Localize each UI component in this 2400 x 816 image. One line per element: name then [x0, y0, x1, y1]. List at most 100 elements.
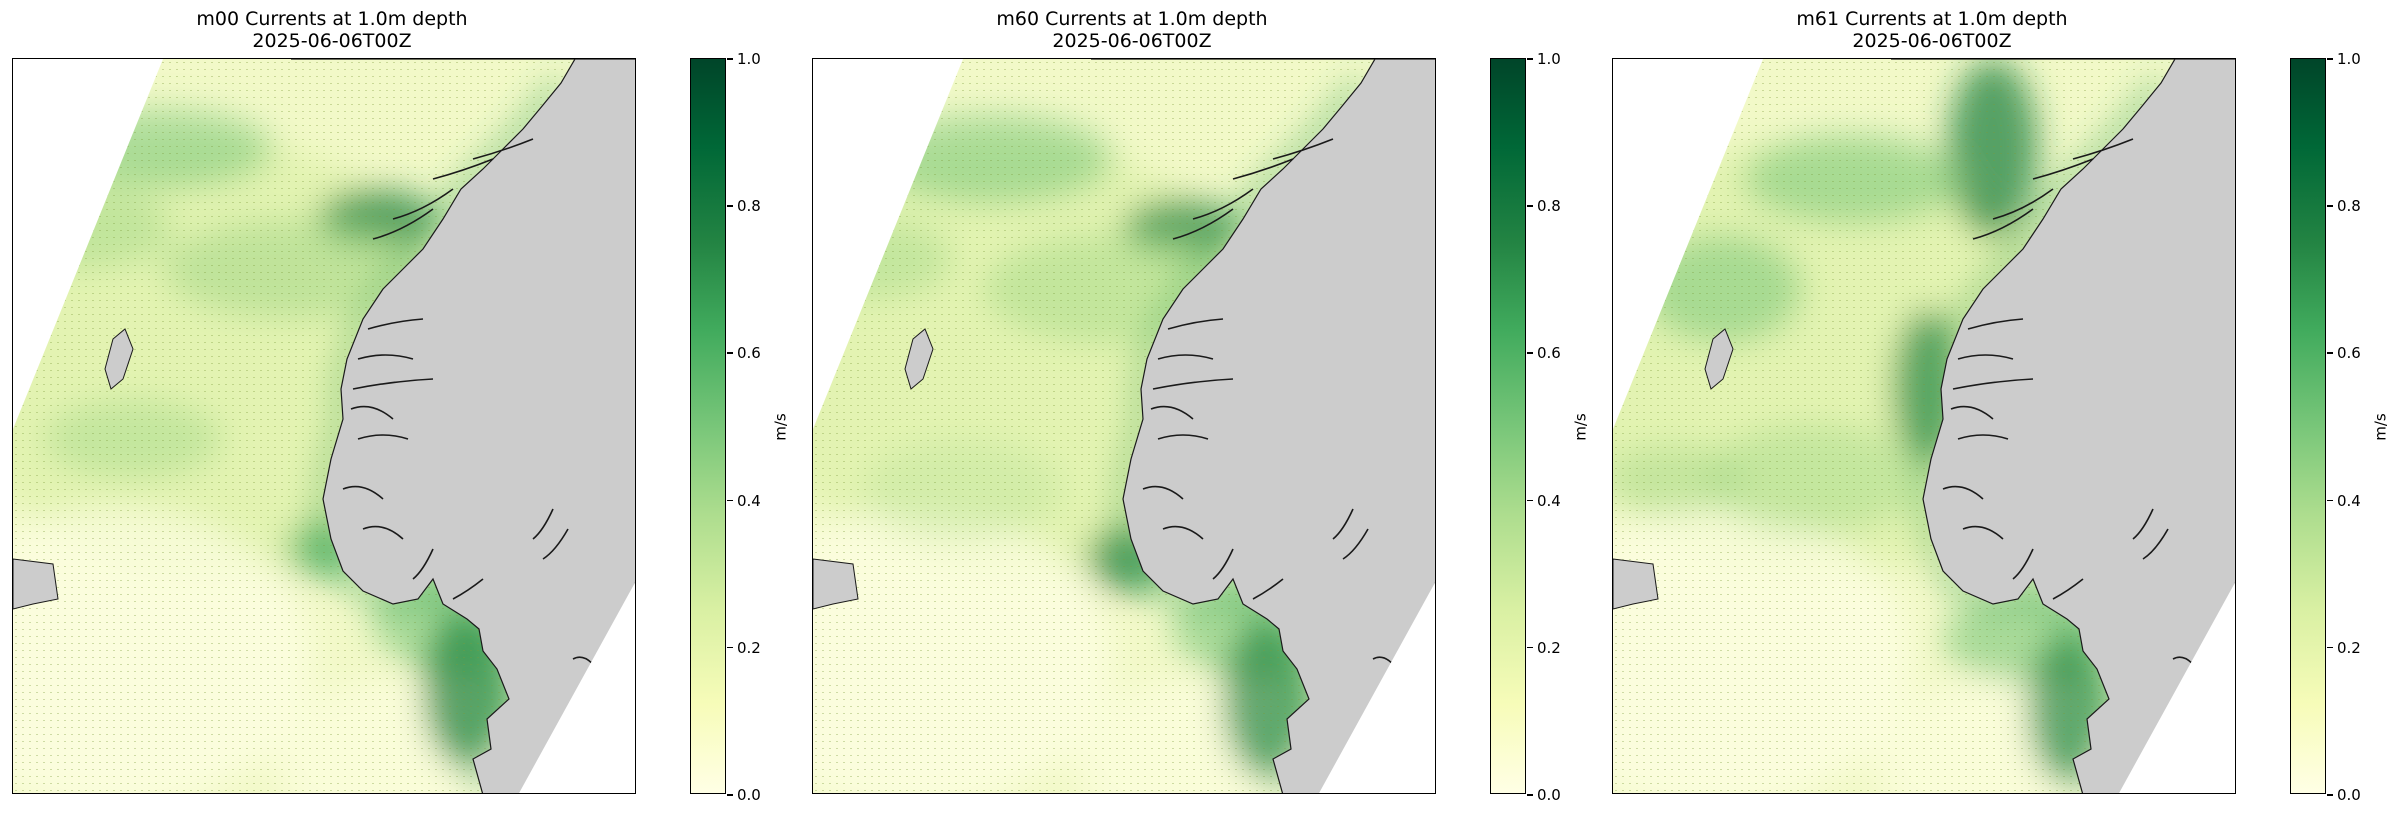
fjord-line — [1167, 318, 1224, 330]
fjord-line — [1152, 378, 1234, 390]
panel-title-line: m00 Currents at 1.0m depth — [196, 8, 468, 30]
colorbar-tick — [727, 58, 733, 60]
fjord-line — [392, 188, 454, 220]
map-panel-m00: m00 Currents at 1.0m depth 2025-06-06T00… — [0, 0, 800, 816]
colorbar: 0.0 0.2 0.4 0.6 0.8 1.0 m/s — [1490, 51, 1590, 803]
panel-title-line: m61 Currents at 1.0m depth — [1796, 8, 2068, 30]
fjord-line — [357, 434, 409, 440]
colorbar-tick — [727, 499, 733, 502]
panel-date-line: 2025-06-06T00Z — [1052, 30, 1212, 52]
panel-title: m61 Currents at 1.0m depth 2025-06-06T00… — [1612, 8, 2252, 52]
colorbar-tick — [2327, 794, 2333, 796]
outside-model-domain — [519, 582, 635, 793]
colorbar-tick — [1527, 794, 1533, 796]
fjord-line — [372, 208, 434, 240]
fjord-line — [352, 378, 434, 390]
current-speed-map — [812, 58, 1436, 794]
fjord-lines — [342, 138, 604, 680]
map-panel-m61: m61 Currents at 1.0m depth 2025-06-06T00… — [1600, 0, 2400, 816]
map-panel-m60: m60 Currents at 1.0m depth 2025-06-06T00… — [800, 0, 1600, 816]
colorbar-tick — [727, 794, 733, 796]
colorbar-tick — [1527, 352, 1533, 354]
colorbar-tick — [1527, 205, 1533, 207]
colorbar-tick — [1527, 646, 1533, 649]
colorbar-tick-label: 0.0 — [1537, 786, 1561, 804]
colorbar-label: m/s — [771, 413, 790, 441]
fjord-line — [350, 405, 394, 420]
western-land — [13, 558, 59, 610]
western-land — [1613, 558, 1659, 610]
colorbar-tick — [2327, 499, 2333, 502]
fjord-line — [1942, 485, 1984, 500]
colorbar-tick — [2327, 646, 2333, 649]
fjord-line — [1952, 378, 2034, 390]
outside-model-domain — [1319, 582, 1435, 793]
current-speed-map — [1612, 58, 2236, 794]
fjord-line — [412, 548, 434, 580]
colorbar-tick-label: 0.2 — [737, 638, 761, 657]
colorbar-tick-label: 0.8 — [1537, 197, 1561, 216]
fjord-line — [432, 158, 494, 180]
fjord-line — [362, 525, 404, 540]
fjord-line — [1962, 525, 2004, 540]
map-canvas — [1613, 59, 2235, 793]
fjord-line — [357, 354, 414, 360]
western-land — [813, 558, 859, 610]
colorbar-tick — [1527, 499, 1533, 502]
fjord-line — [1252, 578, 1284, 600]
fjord-lines — [1942, 138, 2204, 680]
land-mass — [1891, 59, 2235, 793]
colorbar-label: m/s — [2371, 413, 2390, 441]
fjord-line — [1957, 434, 2009, 440]
colorbar-tick — [2327, 205, 2333, 207]
fjord-line — [1232, 158, 1294, 180]
panel-title-line: m60 Currents at 1.0m depth — [996, 8, 1268, 30]
colorbar: 0.0 0.2 0.4 0.6 0.8 1.0 m/s — [690, 51, 790, 803]
fjord-line — [472, 138, 534, 160]
outside-model-domain — [813, 59, 963, 429]
colorbar-tick-label: 0.0 — [737, 786, 761, 804]
colorbar-tick-label: 0.0 — [2337, 786, 2361, 804]
fjord-line — [367, 318, 424, 330]
fjord-line — [1332, 508, 1354, 540]
colorbar-tick-label: 0.4 — [1537, 491, 1561, 510]
colorbar-tick — [2327, 58, 2333, 60]
colorbar-tick-label: 0.8 — [2337, 197, 2361, 216]
fjord-line — [532, 508, 554, 540]
colorbar-tick-label: 1.0 — [2337, 50, 2361, 68]
colorbar-tick-label: 1.0 — [737, 50, 761, 68]
fjord-line — [2142, 528, 2169, 560]
colorbar-tick — [727, 205, 733, 207]
colorbar-tick-label: 0.2 — [1537, 638, 1561, 657]
island — [1704, 328, 1734, 390]
fjord-line — [542, 528, 569, 560]
fjord-line — [1172, 208, 1234, 240]
panel-date-line: 2025-06-06T00Z — [252, 30, 412, 52]
fjord-line — [1957, 354, 2014, 360]
fjord-line — [1142, 485, 1184, 500]
fjord-line — [1212, 548, 1234, 580]
fjord-line — [1342, 528, 1369, 560]
colorbar-label: m/s — [1571, 413, 1590, 441]
colorbar-tick — [727, 352, 733, 354]
fjord-line — [2012, 548, 2034, 580]
colorbar-tick-label: 0.2 — [2337, 638, 2361, 657]
fjord-line — [1950, 405, 1994, 420]
colorbar-tick-label: 0.6 — [737, 344, 761, 363]
land-mass — [291, 59, 635, 793]
colorbar-tick-label: 0.8 — [737, 197, 761, 216]
fjord-line — [1162, 525, 1204, 540]
fjord-line — [452, 578, 484, 600]
fjord-line — [1272, 138, 1334, 160]
panel-title: m60 Currents at 1.0m depth 2025-06-06T00… — [812, 8, 1452, 52]
fjord-line — [2132, 508, 2154, 540]
land-mass — [1091, 59, 1435, 793]
colorbar-tick-label: 1.0 — [1537, 50, 1561, 68]
outside-model-domain — [13, 59, 163, 429]
colorbar-tick-label: 0.4 — [737, 491, 761, 510]
colorbar-tick — [1527, 58, 1533, 60]
current-speed-map — [12, 58, 636, 794]
fjord-line — [1967, 318, 2024, 330]
island — [904, 328, 934, 390]
colorbar: 0.0 0.2 0.4 0.6 0.8 1.0 m/s — [2290, 51, 2390, 803]
